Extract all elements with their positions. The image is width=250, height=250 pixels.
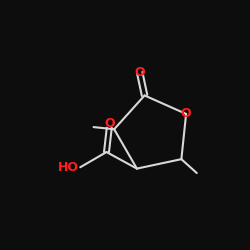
Text: O: O [104, 117, 115, 130]
Text: O: O [181, 108, 192, 120]
Text: O: O [134, 66, 145, 79]
Text: HO: HO [58, 161, 79, 174]
